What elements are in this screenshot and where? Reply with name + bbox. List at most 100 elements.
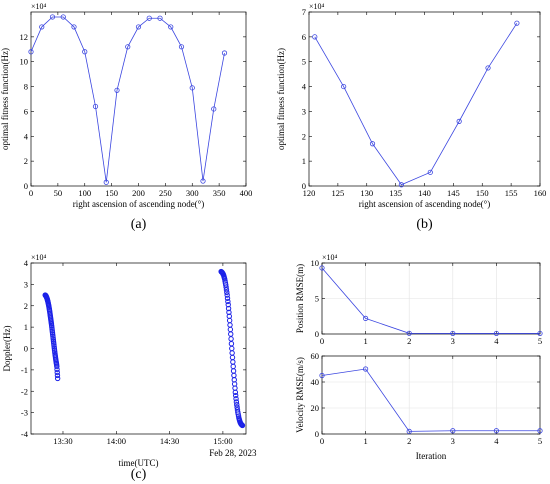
data-point bbox=[493, 330, 499, 337]
y-tick-label: 3 bbox=[302, 106, 306, 116]
y-tick-label: 12 bbox=[20, 32, 29, 42]
data-point bbox=[92, 103, 99, 110]
data-point bbox=[312, 34, 318, 40]
x-tick-label: 3 bbox=[451, 436, 455, 446]
data-point bbox=[456, 118, 462, 124]
data-point bbox=[362, 366, 369, 372]
y-tick-label: 0 bbox=[302, 181, 306, 191]
y-tick-label: -4 bbox=[21, 429, 29, 439]
x-tick-label: 130 bbox=[360, 188, 373, 198]
data-point bbox=[230, 368, 237, 374]
x-tick-label: 200 bbox=[132, 188, 145, 198]
x-tick-label: 2 bbox=[407, 436, 411, 446]
y-tick-label: 40 bbox=[311, 377, 320, 387]
y-tick-label: -2 bbox=[21, 386, 28, 396]
data-point bbox=[450, 330, 456, 337]
data-point bbox=[157, 15, 163, 21]
data-point bbox=[406, 330, 412, 336]
x-tick-label: 14:00 bbox=[107, 436, 126, 446]
y-tick-label: 5 bbox=[315, 294, 319, 304]
data-point bbox=[39, 24, 45, 30]
x-tick-label: 0 bbox=[29, 188, 33, 198]
y-tick-label: 4 bbox=[302, 82, 307, 92]
data-point bbox=[28, 49, 34, 55]
y-axis-label: optimal fitness function(Hz) bbox=[0, 48, 10, 150]
y-tick-label: 4 bbox=[24, 258, 29, 268]
x-tick-label: 3 bbox=[451, 336, 455, 346]
x-tick-label: 4 bbox=[494, 436, 499, 446]
x-tick-label: 1 bbox=[363, 336, 367, 346]
x-axis-label: Iteration bbox=[416, 451, 447, 461]
data-point bbox=[229, 350, 235, 356]
data-point bbox=[341, 83, 347, 90]
data-point bbox=[224, 292, 230, 298]
data-point bbox=[225, 301, 231, 308]
y-tick-label: 0 bbox=[24, 181, 28, 191]
x-tick-label: 155 bbox=[505, 188, 518, 198]
x-tick-label: 2 bbox=[407, 336, 411, 346]
y-tick-label: 0 bbox=[315, 429, 319, 439]
data-point bbox=[60, 14, 66, 20]
y-axis-label: optimal fitness function(Hz) bbox=[276, 48, 286, 150]
x-tick-label: 300 bbox=[186, 188, 199, 198]
data-point bbox=[229, 345, 235, 352]
data-point bbox=[450, 428, 456, 434]
data-point bbox=[233, 396, 239, 402]
y-tick-label: 2 bbox=[24, 301, 28, 311]
data-point bbox=[224, 289, 230, 295]
y-tick-label: 1 bbox=[24, 322, 28, 332]
y-tick-label: 8 bbox=[24, 82, 28, 92]
data-point bbox=[54, 375, 61, 382]
plot-frame bbox=[30, 262, 247, 435]
y-tick-label: 7 bbox=[302, 7, 306, 17]
data-point bbox=[189, 85, 195, 91]
data-point bbox=[362, 315, 369, 321]
x-tick-label: 135 bbox=[389, 188, 402, 198]
x-axis-label: right ascension of ascending node(°) bbox=[359, 199, 491, 209]
axis-multiplier: ×10⁴ bbox=[322, 253, 338, 262]
panel-a: 0 50 100 150 200 250 300 350 400 0 2 4 6 8 10 12 ×10⁴ rig… bbox=[0, 2, 252, 209]
x-axis-label: right ascension of ascending node(°) bbox=[73, 199, 205, 209]
series-line bbox=[321, 267, 540, 334]
panel-label: (b) bbox=[416, 217, 433, 232]
data-point bbox=[54, 372, 61, 379]
data-point bbox=[200, 178, 206, 184]
y-tick-label: 20 bbox=[311, 403, 320, 413]
axis-multiplier: ×10⁴ bbox=[31, 2, 47, 11]
x-tick-label: 0 bbox=[320, 336, 324, 346]
y-tick-label: 0 bbox=[315, 329, 319, 339]
y-tick-label: 2 bbox=[302, 131, 306, 141]
data-point bbox=[71, 24, 77, 30]
data-point bbox=[54, 369, 60, 376]
y-tick-label: -1 bbox=[21, 365, 28, 375]
data-point bbox=[406, 428, 412, 434]
y-axis-label: Doppler(Hz) bbox=[2, 326, 12, 372]
y-tick-label: 60 bbox=[311, 351, 320, 361]
panel-label: (c) bbox=[131, 467, 147, 482]
x-tick-label: 4 bbox=[494, 336, 499, 346]
data-point bbox=[135, 24, 142, 30]
data-point bbox=[485, 65, 491, 71]
series-line bbox=[30, 16, 225, 183]
y-tick-label: 5 bbox=[302, 57, 306, 67]
data-point bbox=[54, 363, 60, 370]
data-point bbox=[230, 363, 236, 370]
panel-c: 13:30 14:00 14:30 15:00 -4 -3 -2 -1 0 1 2 3 4×10⁴ tim… bbox=[2, 253, 257, 468]
x-tick-label: 0 bbox=[320, 436, 324, 446]
y-tick-label: 3 bbox=[24, 279, 28, 289]
x-tick-label: 1 bbox=[363, 436, 367, 446]
y-tick-label: -3 bbox=[21, 408, 28, 418]
plot-frame bbox=[321, 355, 541, 435]
x-tick-label: 50 bbox=[54, 188, 63, 198]
x-tick-label: 125 bbox=[332, 188, 345, 198]
data-point bbox=[221, 50, 228, 56]
data-point bbox=[537, 330, 543, 337]
x-tick-label: 350 bbox=[213, 188, 226, 198]
y-tick-label: 0 bbox=[24, 344, 28, 354]
y-axis-label: Velocity RMSE(m/s) bbox=[295, 357, 305, 433]
y-tick-label: 1 bbox=[302, 156, 306, 166]
x-tick-label: 5 bbox=[538, 436, 542, 446]
data-point bbox=[234, 404, 240, 410]
x-tick-label: 400 bbox=[240, 188, 253, 198]
